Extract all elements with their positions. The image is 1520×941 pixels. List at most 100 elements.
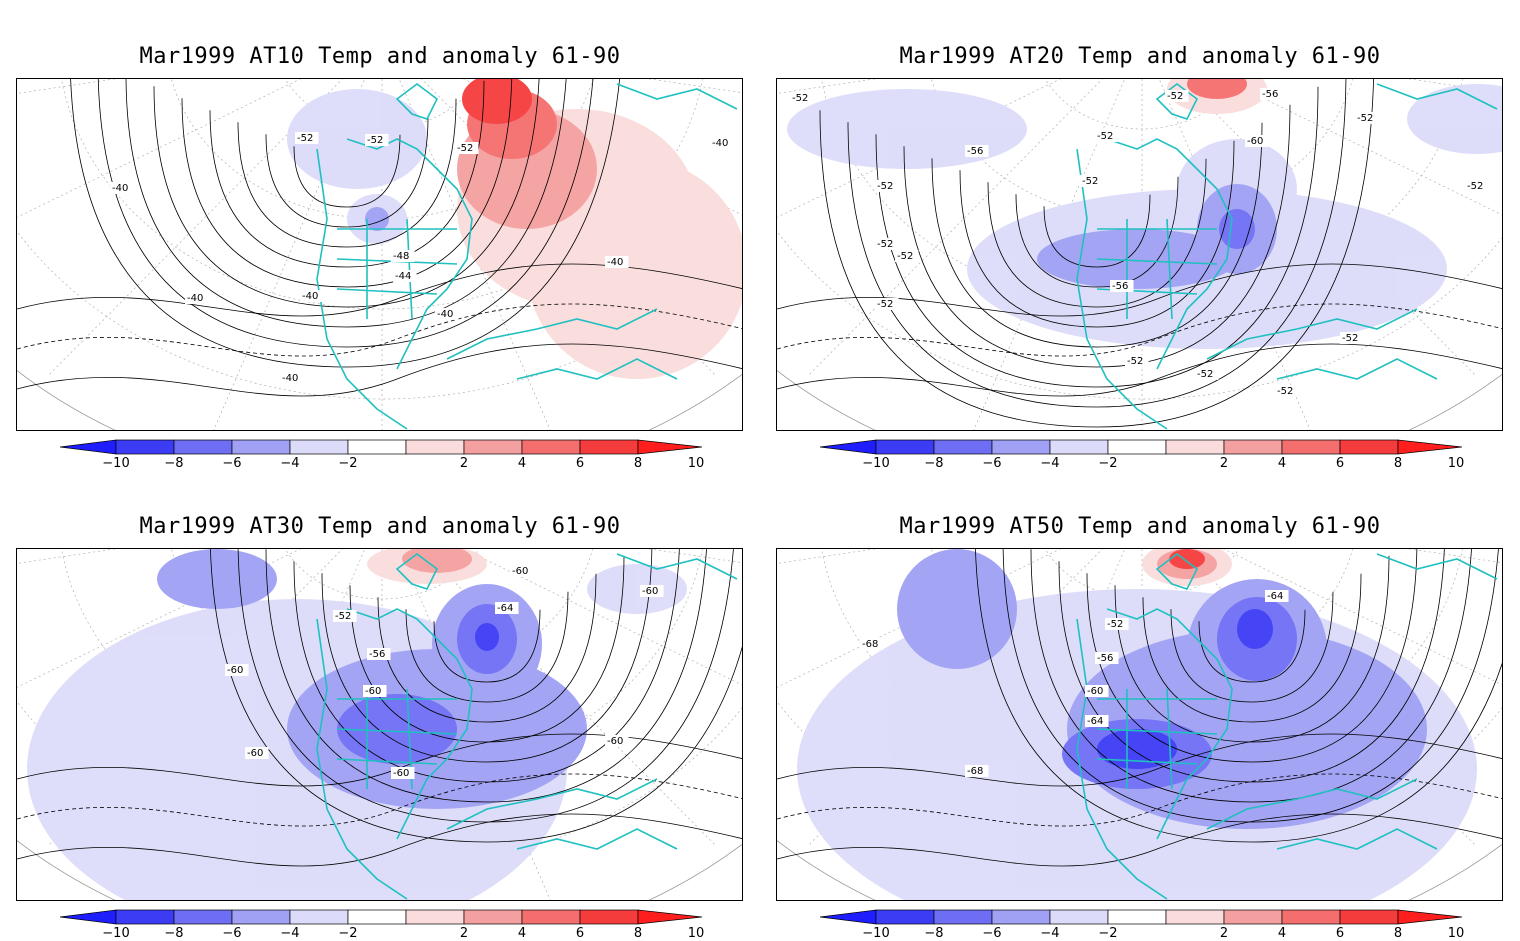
- contour-label: -60: [607, 736, 623, 747]
- colorbar-tick-label: 6: [1335, 456, 1345, 471]
- anomaly-shading: [27, 549, 687, 900]
- contour-label-bg: [605, 735, 629, 747]
- contour-line: [1086, 549, 1418, 763]
- contour-label-bg: [1095, 130, 1119, 142]
- contour-label: -56: [1262, 89, 1278, 100]
- colorbar-tick-label: −8: [924, 926, 944, 941]
- coastline-segment: [516, 828, 678, 850]
- contour-label-bg: [1110, 280, 1134, 292]
- contour-line: [875, 86, 1319, 388]
- colorbar-tick-label: 2: [1219, 926, 1229, 941]
- colorbar-swatch: [173, 439, 233, 455]
- temperature-contours: [17, 79, 742, 397]
- colorbar-swatch: [115, 439, 175, 455]
- anomaly-region: [587, 564, 687, 614]
- contour-label-bg: [1340, 332, 1364, 344]
- contour-label-bg: [875, 238, 899, 250]
- anomaly-region: [787, 89, 1027, 169]
- meridian-line: [17, 79, 301, 218]
- contour-line: [1142, 573, 1362, 723]
- contour-line: [265, 116, 429, 228]
- coastline-segment: [336, 688, 458, 790]
- contour-label: -52: [335, 611, 351, 622]
- colorbar-swatch: [1339, 439, 1399, 455]
- anomaly-shading: [287, 79, 742, 379]
- anomaly-region: [897, 549, 1017, 669]
- contour-label-bg: [1125, 355, 1149, 367]
- map-panel-at10: Mar1999 AT10 Temp and anomaly 61-90 -52-…: [0, 0, 760, 471]
- colorbar-tick-label: −6: [982, 926, 1002, 941]
- coastline-segment: [1206, 778, 1418, 830]
- colorbar-swatch: [579, 909, 639, 925]
- coastline-segment: [395, 553, 439, 590]
- coastline-segment: [1206, 308, 1418, 360]
- contour-line: [1043, 194, 1151, 268]
- contour-line: [209, 80, 485, 268]
- contour-label-bg: [1275, 385, 1299, 397]
- colorbar-tick-label: 10: [687, 456, 705, 471]
- contour-label-bg: [965, 145, 989, 157]
- colorbar-swatch: [347, 439, 407, 455]
- contour-line: [17, 813, 742, 867]
- colorbar-tick-label: 8: [633, 456, 643, 471]
- contour-label: -52: [297, 133, 313, 144]
- contour-label: -52: [1342, 333, 1358, 344]
- contour-label-bg: [860, 638, 884, 650]
- colorbar-swatch: [521, 909, 581, 925]
- colorbar-arrow-right: [637, 439, 702, 455]
- colorbar-tick-label: −8: [164, 456, 184, 471]
- anomaly-region: [365, 207, 389, 231]
- contour-label: -60: [227, 665, 243, 676]
- coastline-segment: [346, 138, 473, 370]
- contour-label: -56: [967, 146, 983, 157]
- colorbar-swatch: [115, 909, 175, 925]
- contour-label-bg: [790, 92, 814, 104]
- colorbar-swatch: [463, 909, 523, 925]
- temperature-contours: [777, 549, 1502, 867]
- map-canvas: -52 -52 -56-52-60-52-56-52-52-52-52-56-52-…: [777, 79, 1502, 430]
- colorbar-swatch: [347, 909, 407, 925]
- anomaly-region: [287, 89, 427, 189]
- contour-line: [321, 549, 653, 763]
- contour-labels: -52 -52 -52 -40 -40 -40 -40 -40 -40 -40 -48 -44: [110, 132, 734, 384]
- contour-label: -60: [247, 748, 263, 759]
- coastline-segment: [616, 83, 738, 110]
- contour-line: [237, 549, 734, 823]
- colorbar-tick-label: −4: [280, 926, 300, 941]
- contour-line: [125, 79, 567, 328]
- contour-label: -52: [367, 135, 383, 146]
- colorbar-tick-label: 2: [459, 926, 469, 941]
- coastline-segment: [1376, 83, 1498, 110]
- colorbar-tick-label: 6: [575, 456, 585, 471]
- contour-label-bg: [245, 747, 269, 759]
- map-frame: -64 -52 -56 -60 -64 -68 -68: [776, 548, 1503, 901]
- colorbar-tick-label: −2: [338, 456, 358, 471]
- contour-label: -52: [877, 181, 893, 192]
- colorbar-swatch: [1107, 909, 1167, 925]
- map-frame: -52 -52 -52 -40 -40 -40 -40 -40 -40 -40 -48 -44: [16, 78, 743, 431]
- anomaly-region: [1237, 609, 1273, 649]
- panel-title: Mar1999 AT30 Temp and anomaly 61-90: [139, 514, 621, 539]
- contour-line: [377, 573, 597, 723]
- colorbar: −10 −8 −6 −4 −2 2 4 6 8 10: [60, 908, 704, 941]
- colorbar-tick-label: −10: [862, 456, 890, 471]
- coastline-segment: [395, 83, 439, 120]
- contour-line: [97, 79, 594, 348]
- contour-label: -52: [1082, 176, 1098, 187]
- contour-label: -60: [393, 768, 409, 779]
- contour-label: -52: [792, 93, 808, 104]
- colorbar-tick-label: −4: [280, 456, 300, 471]
- panel-title: Mar1999 AT20 Temp and anomaly 61-90: [899, 44, 1381, 69]
- contour-labels: -60 -64 -52 -56 -60 -60 -60 -60 -60 -60: [225, 565, 664, 779]
- contour-label: -60: [512, 566, 528, 577]
- contour-label: -52: [1167, 91, 1183, 102]
- meridian-line: [47, 79, 343, 377]
- meridian-line: [807, 79, 1103, 377]
- contour-line: [17, 773, 742, 827]
- contour-label-bg: [875, 298, 899, 310]
- map-canvas: -60 -64 -52 -56 -60 -60 -60 -60 -60 -60: [17, 549, 742, 900]
- colorbar-swatch: [289, 439, 349, 455]
- colorbar-swatches: [60, 439, 702, 455]
- colorbar-swatch: [1339, 909, 1399, 925]
- colorbar-tick-label: 10: [1447, 926, 1465, 941]
